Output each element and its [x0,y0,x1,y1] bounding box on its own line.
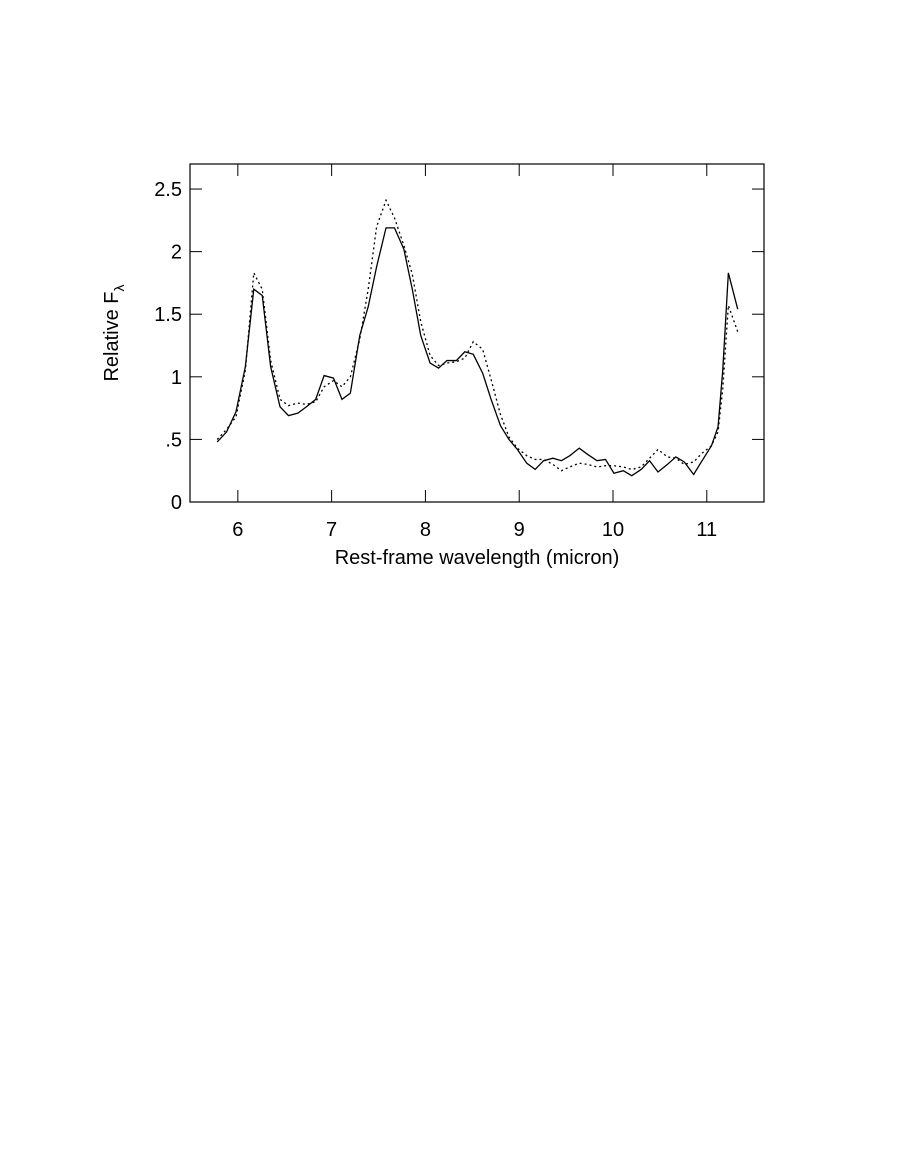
y-tick-label: 1.5 [154,304,182,326]
y-tick-label: 0 [171,492,182,514]
plot-frame [189,163,765,503]
x-tick-label: 6 [232,519,243,541]
x-tick-label: 9 [514,519,525,541]
x-tick-label: 8 [420,519,431,541]
y-axis-label: Relative Fλ [101,284,127,381]
data-line [216,198,739,472]
x-axis-label: Rest-frame wavelength (micron) [335,547,620,569]
data-line [216,227,739,477]
x-tick-label: 11 [696,519,717,541]
x-tick-label: 10 [602,519,624,541]
x-tick-label: 7 [326,519,337,541]
y-tick-label: .5 [165,429,182,451]
y-tick-label: 1 [171,367,182,389]
y-tick-label: 2 [171,242,182,264]
y-tick-label: 2.5 [154,179,182,201]
